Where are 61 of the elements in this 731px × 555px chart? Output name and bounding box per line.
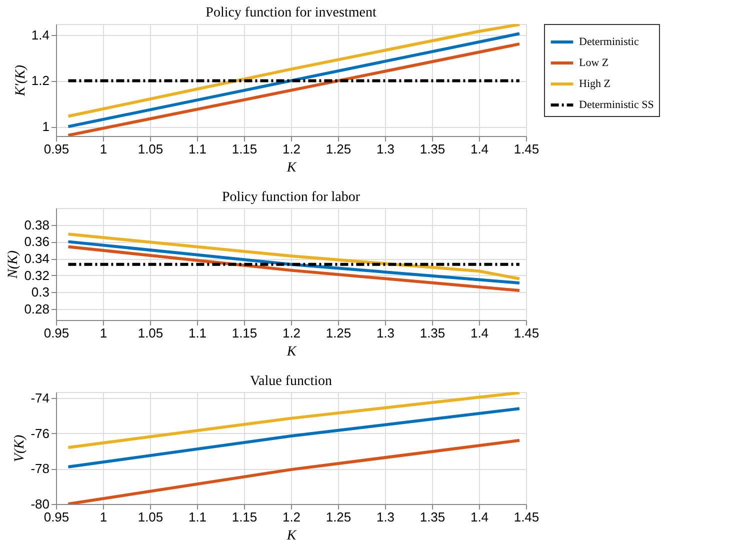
x-tick-label: 1.1 — [188, 142, 207, 156]
x-tick-label: 1.2 — [282, 326, 301, 340]
x-tick-label: 1.35 — [420, 326, 446, 340]
x-tick-label: 1.15 — [232, 142, 258, 156]
x-tick-label: 1.45 — [514, 510, 540, 524]
legend-label: Deterministic SS — [579, 99, 654, 111]
y-tick-label: 1.2 — [31, 73, 50, 88]
y-tick-label: 1.4 — [31, 27, 50, 42]
x-tick-label: 1.35 — [420, 142, 446, 156]
x-tick-label: 1.05 — [138, 326, 164, 340]
x-tick-label: 1.2 — [282, 510, 301, 524]
x-axis-title: K — [286, 344, 297, 360]
y-axis-title: N(K) — [6, 250, 22, 280]
x-tick-label: 0.95 — [44, 142, 70, 156]
x-tick-label: 1 — [100, 510, 108, 524]
y-axis-title: K′(K) — [13, 64, 28, 98]
y-tick-label: -80 — [30, 496, 50, 512]
chart-title: Value function — [250, 374, 332, 389]
y-tick-label: 0.38 — [24, 217, 50, 232]
y-tick-label: 0.36 — [24, 234, 50, 250]
y-tick-label: 0.32 — [24, 268, 50, 283]
x-tick-label: 1.05 — [138, 510, 164, 524]
x-tick-label: 1.1 — [188, 510, 207, 524]
x-tick-label: 1 — [100, 326, 108, 340]
y-tick-label: -76 — [30, 426, 50, 441]
y-tick-label: 0.3 — [31, 284, 50, 300]
x-tick-label: 1.1 — [188, 326, 207, 340]
x-tick-label: 1.2 — [282, 142, 301, 156]
line-series — [66, 232, 521, 280]
line-series — [66, 24, 521, 118]
x-tick-label: 1.15 — [232, 510, 258, 524]
legend-label: Deterministic — [579, 36, 639, 48]
x-axis-title: K — [286, 528, 297, 544]
y-tick-label: 1 — [42, 119, 50, 134]
y-tick-label: 0.34 — [24, 251, 50, 266]
chart-title: Policy function for investment — [206, 6, 376, 20]
legend-label: High Z — [579, 78, 611, 90]
x-tick-label: 1.4 — [470, 142, 489, 156]
legend-label: Low Z — [579, 57, 609, 69]
y-tick-label: 0.28 — [24, 302, 50, 317]
x-tick-label: 1.05 — [138, 142, 164, 156]
x-tick-label: 1.45 — [514, 142, 540, 156]
y-tick-label: -78 — [30, 461, 50, 476]
x-tick-label: 1.4 — [470, 510, 489, 524]
x-axis-title: K — [286, 160, 297, 176]
x-tick-label: 1.3 — [376, 510, 395, 524]
x-tick-label: 1.4 — [470, 326, 489, 340]
x-tick-label: 1.45 — [514, 326, 540, 340]
x-tick-label: 1.25 — [326, 142, 352, 156]
chart-title: Policy function for labor — [222, 190, 360, 205]
x-tick-label: 1.35 — [420, 510, 446, 524]
x-tick-label: 0.95 — [44, 326, 70, 340]
x-tick-label: 1 — [100, 142, 108, 156]
x-tick-label: 1.3 — [376, 142, 395, 156]
x-tick-label: 1.25 — [326, 510, 352, 524]
x-tick-label: 1.3 — [376, 326, 395, 340]
x-tick-label: 1.15 — [232, 326, 258, 340]
x-tick-label: 1.25 — [326, 326, 352, 340]
y-tick-label: -74 — [30, 390, 50, 406]
y-axis-title: V(K) — [12, 434, 28, 462]
x-tick-label: 0.95 — [44, 510, 70, 524]
